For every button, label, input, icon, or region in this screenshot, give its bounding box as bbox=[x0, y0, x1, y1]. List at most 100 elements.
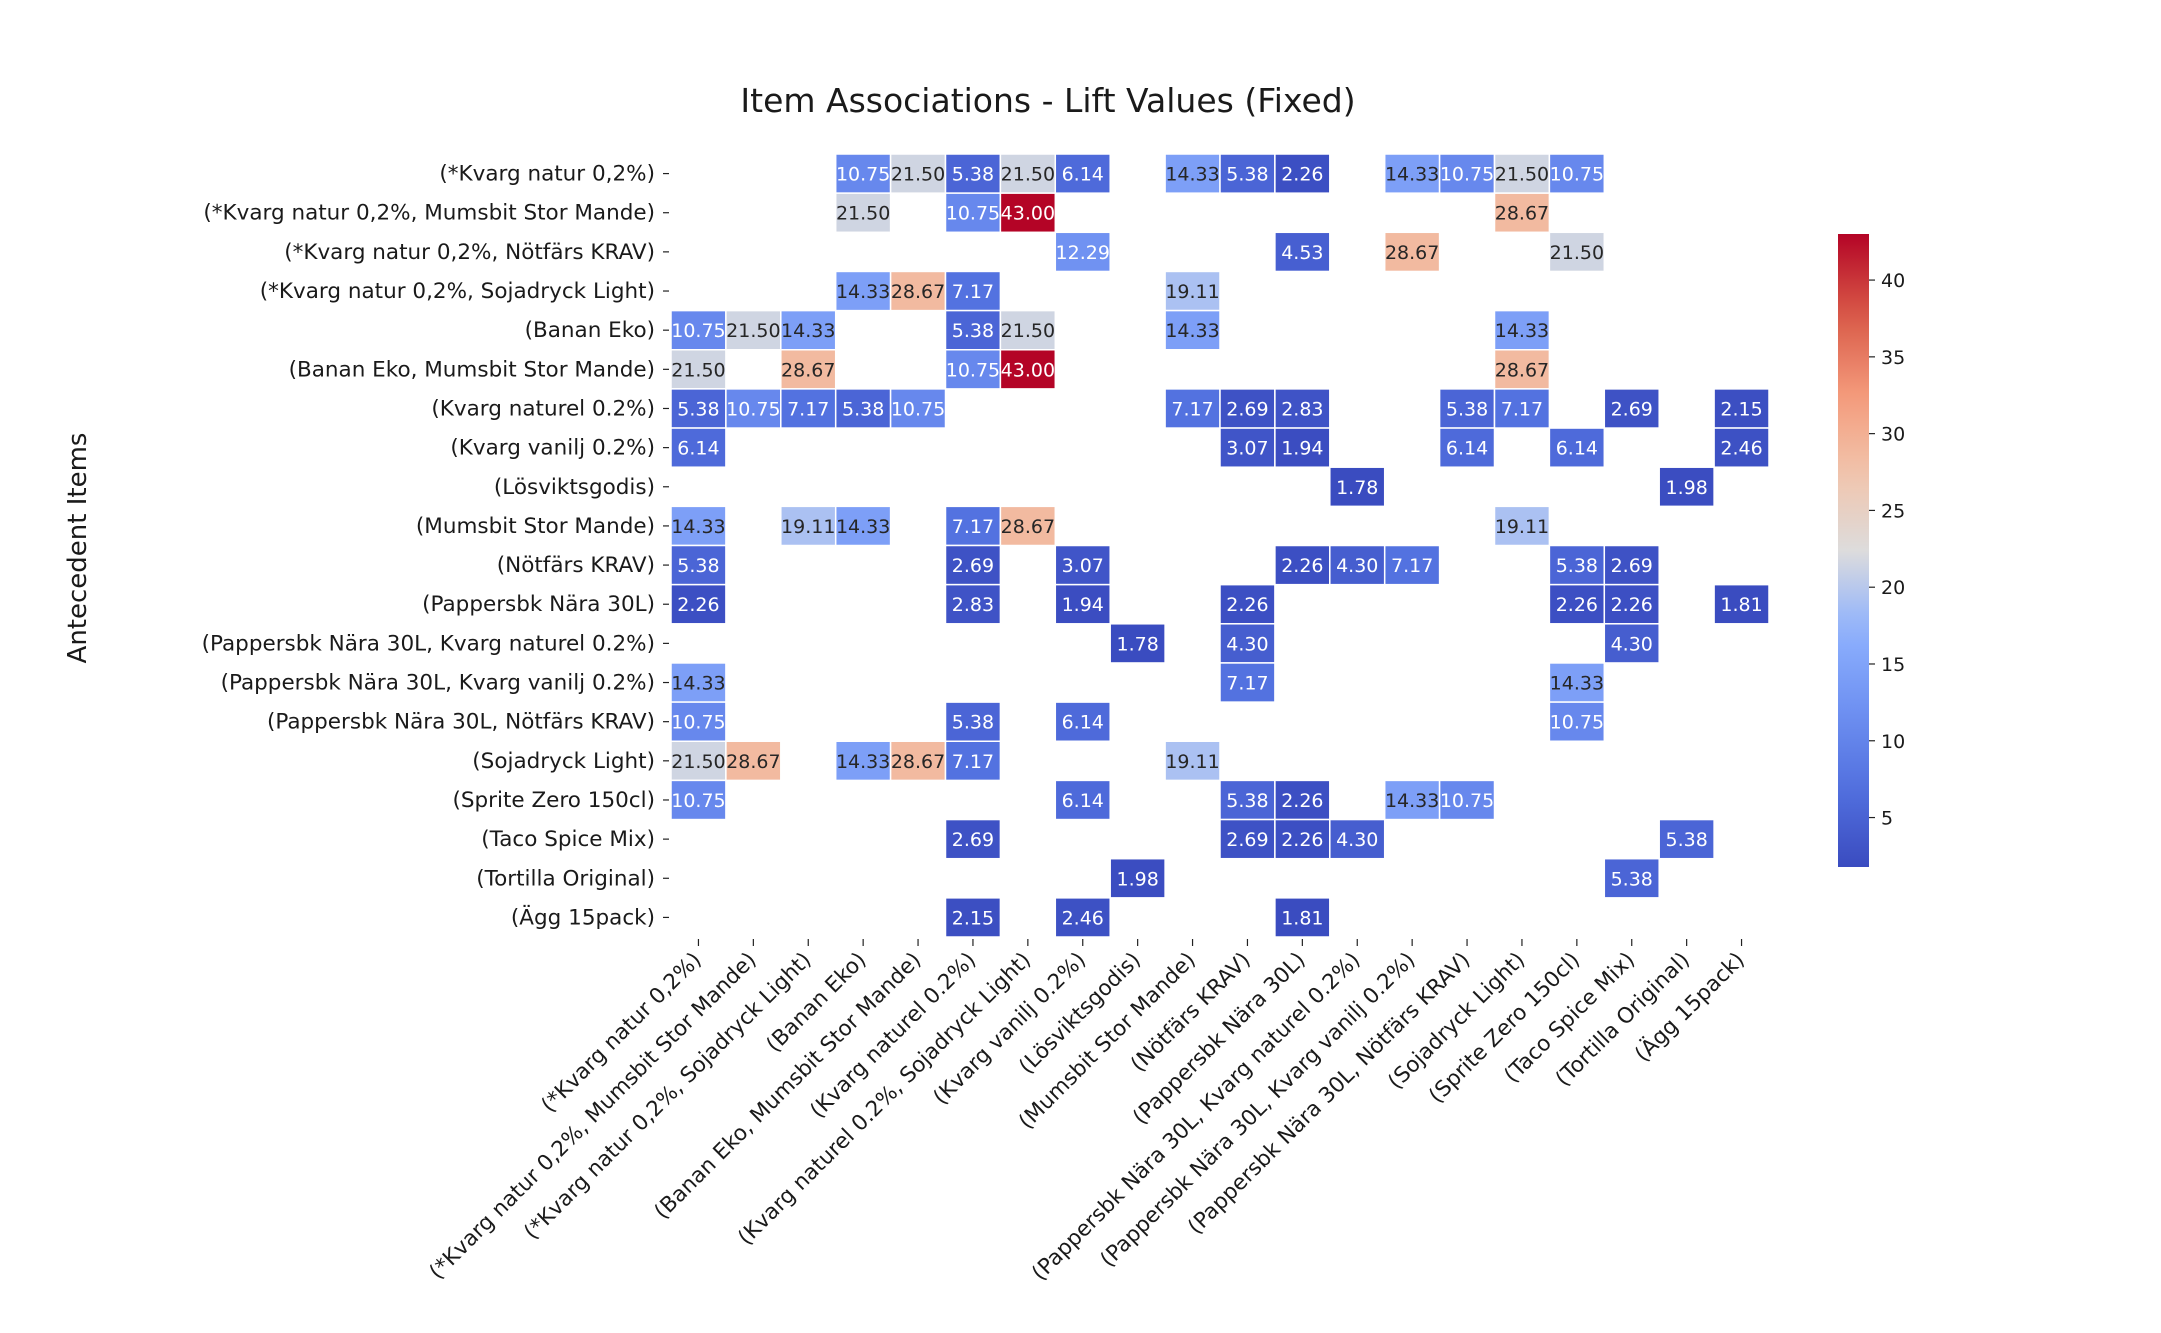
heatmap-cell bbox=[1164, 309, 1221, 351]
heatmap-cell bbox=[1164, 388, 1221, 429]
cell-value-label: 19.11 bbox=[781, 516, 835, 538]
y-tick-label: (Pappersbk Nära 30L, Kvarg vanilj 0.2%) bbox=[221, 671, 655, 696]
cell-value-label: 6.14 bbox=[677, 438, 719, 460]
heatmap-cell bbox=[1603, 544, 1660, 586]
heatmap-cell bbox=[834, 270, 892, 312]
cell-value-label: 7.17 bbox=[952, 281, 994, 303]
heatmap-cells bbox=[670, 153, 1770, 938]
cell-value-label: 14.33 bbox=[1385, 164, 1439, 186]
cell-value-label: 2.69 bbox=[952, 555, 994, 577]
cell-value-label: 6.14 bbox=[1062, 790, 1104, 812]
cell-value-label: 14.33 bbox=[1550, 673, 1604, 695]
cell-value-label: 19.11 bbox=[1165, 751, 1219, 773]
y-tick-label: (*Kvarg natur 0,2%, Sojadryck Light) bbox=[260, 279, 655, 304]
heatmap-cell bbox=[1493, 309, 1551, 351]
cell-value-label: 21.50 bbox=[1495, 164, 1549, 186]
cell-value-label: 28.67 bbox=[891, 751, 945, 773]
colorbar-tick-label: 5 bbox=[1881, 808, 1893, 830]
y-tick-label: (Pappersbk Nära 30L, Nötfärs KRAV) bbox=[267, 710, 655, 735]
heatmap-cell bbox=[1274, 231, 1331, 273]
heatmap-cell bbox=[1054, 231, 1111, 273]
heatmap-cell bbox=[1383, 544, 1441, 586]
heatmap-cell bbox=[1054, 153, 1111, 194]
cell-value-label: 4.30 bbox=[1336, 829, 1378, 851]
heatmap-cell bbox=[944, 740, 1002, 782]
heatmap-cell bbox=[1219, 662, 1276, 703]
heatmap-cell bbox=[1274, 779, 1331, 821]
heatmap-cell bbox=[670, 662, 727, 703]
heatmap-cell bbox=[1274, 427, 1331, 468]
cell-value-label: 12.29 bbox=[1056, 242, 1110, 264]
cell-value-label: 21.50 bbox=[726, 320, 780, 342]
cell-value-label: 2.69 bbox=[1226, 829, 1268, 851]
heatmap-cell bbox=[999, 309, 1057, 351]
heatmap-cell bbox=[1603, 583, 1660, 625]
cell-value-label: 1.81 bbox=[1720, 594, 1762, 616]
cell-value-label: 14.33 bbox=[1495, 320, 1549, 342]
cell-value-label: 1.81 bbox=[1281, 907, 1323, 929]
cell-value-label: 28.67 bbox=[891, 281, 945, 303]
cell-value-label: 1.94 bbox=[1062, 594, 1104, 616]
cell-value-label: 10.75 bbox=[726, 398, 780, 420]
cell-value-label: 10.75 bbox=[946, 359, 1000, 381]
cell-value-label: 3.07 bbox=[1062, 555, 1104, 577]
cell-value-label: 3.07 bbox=[1226, 438, 1268, 460]
cell-value-label: 5.38 bbox=[1446, 398, 1488, 420]
heatmap-cell bbox=[1438, 779, 1496, 821]
heatmap-cell bbox=[780, 349, 837, 390]
cell-value-label: 21.50 bbox=[671, 359, 725, 381]
cell-value-label: 2.69 bbox=[952, 829, 994, 851]
y-tick-label: (Kvarg naturel 0.2%) bbox=[431, 396, 655, 421]
cell-value-label: 2.26 bbox=[1281, 555, 1323, 577]
colorbar-gradient bbox=[1838, 234, 1869, 867]
heatmap-cell bbox=[889, 388, 947, 429]
cell-value-label: 14.33 bbox=[781, 320, 835, 342]
heatmap-cell bbox=[944, 701, 1002, 742]
cell-value-label: 21.50 bbox=[836, 203, 890, 225]
y-tick-label: (*Kvarg natur 0,2%) bbox=[439, 162, 655, 187]
cell-value-label: 21.50 bbox=[1550, 242, 1604, 264]
cell-value-label: 7.17 bbox=[1501, 398, 1543, 420]
colorbar-tick-label: 25 bbox=[1881, 500, 1905, 522]
y-tick-label: (Taco Spice Mix) bbox=[481, 827, 655, 852]
heatmap-cell bbox=[1383, 231, 1441, 273]
cell-value-label: 28.67 bbox=[1495, 203, 1549, 225]
cell-value-label: 4.53 bbox=[1281, 242, 1323, 264]
heatmap-cell bbox=[944, 583, 1002, 625]
heatmap-cell bbox=[1603, 388, 1660, 429]
heatmap-cell bbox=[1548, 231, 1606, 273]
y-tick-label: (Pappersbk Nära 30L, Kvarg naturel 0.2%) bbox=[202, 631, 655, 656]
heatmap-cell bbox=[1219, 623, 1276, 664]
cell-value-label: 1.78 bbox=[1116, 633, 1158, 655]
colorbar-tick-label: 15 bbox=[1881, 654, 1905, 676]
heatmap-cell bbox=[834, 388, 892, 429]
heatmap-cell bbox=[1438, 427, 1496, 468]
heatmap-cell bbox=[1164, 270, 1221, 312]
heatmap-cell bbox=[999, 192, 1057, 234]
cell-value-label: 10.75 bbox=[946, 203, 1000, 225]
cell-value-label: 6.14 bbox=[1062, 164, 1104, 186]
cell-value-label: 2.69 bbox=[1611, 398, 1653, 420]
cell-value-label: 2.26 bbox=[677, 594, 719, 616]
cell-value-label: 7.17 bbox=[1226, 673, 1268, 695]
cell-value-label: 28.67 bbox=[1385, 242, 1439, 264]
heatmap-cell bbox=[944, 192, 1002, 234]
cell-value-label: 10.75 bbox=[836, 164, 890, 186]
cell-value-label: 5.38 bbox=[677, 398, 719, 420]
cell-value-label: 21.50 bbox=[1001, 320, 1055, 342]
cell-value-label: 2.69 bbox=[1611, 555, 1653, 577]
cell-value-label: 14.33 bbox=[1385, 790, 1439, 812]
cell-value-label: 21.50 bbox=[1001, 164, 1055, 186]
colorbar-tick-label: 20 bbox=[1881, 577, 1905, 599]
heatmap-cell bbox=[889, 270, 947, 312]
cell-value-label: 10.75 bbox=[671, 712, 725, 734]
cell-value-label: 19.11 bbox=[1495, 516, 1549, 538]
cell-value-label: 5.38 bbox=[952, 320, 994, 342]
heatmap-cell bbox=[1548, 544, 1606, 586]
cell-value-label: 10.75 bbox=[671, 320, 725, 342]
cell-value-label: 2.26 bbox=[1281, 829, 1323, 851]
chart-title: Item Associations - Lift Values (Fixed) bbox=[740, 81, 1355, 120]
heatmap-cell bbox=[944, 544, 1002, 586]
cell-value-label: 4.30 bbox=[1336, 555, 1378, 577]
